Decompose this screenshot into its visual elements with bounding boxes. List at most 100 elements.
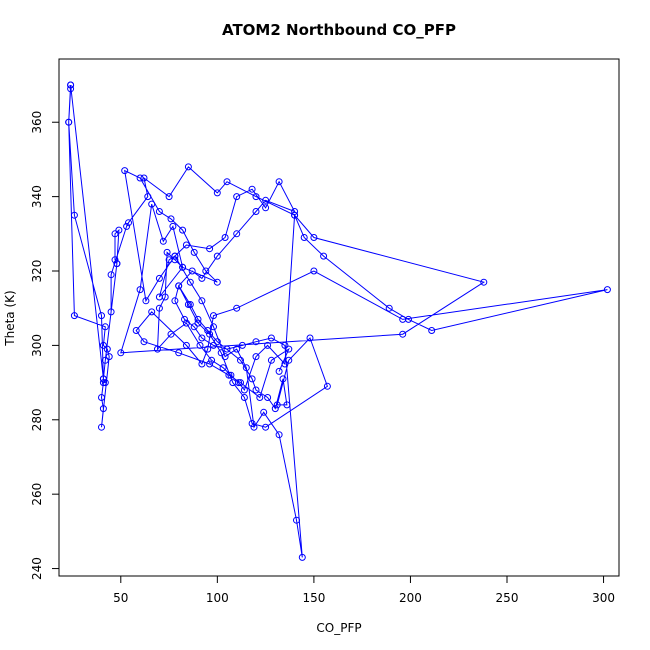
data-point xyxy=(252,208,260,215)
data-point xyxy=(281,341,289,349)
data-point xyxy=(103,345,111,353)
chart-title: ATOM2 Northbound CO_PFP xyxy=(222,21,456,39)
data-point xyxy=(252,338,260,346)
data-point xyxy=(603,286,611,294)
data-point xyxy=(233,230,241,238)
data-point xyxy=(140,338,148,346)
y-axis: 240 260 280 300 320 340 360 xyxy=(30,111,60,580)
x-tick-label: 150 xyxy=(302,591,325,605)
data-point xyxy=(184,163,192,171)
data-point xyxy=(285,345,293,353)
data-point xyxy=(260,408,268,416)
data-point xyxy=(293,516,300,524)
data-point xyxy=(159,237,167,245)
data-point xyxy=(237,356,244,364)
data-point xyxy=(238,341,246,349)
plot-frame xyxy=(58,58,620,577)
data-point xyxy=(275,367,283,375)
data-point xyxy=(132,327,140,334)
data-point xyxy=(240,386,248,394)
data-point xyxy=(248,420,256,427)
data-point xyxy=(140,174,148,182)
data-point xyxy=(165,193,173,201)
data-point xyxy=(262,196,270,204)
data-point xyxy=(283,401,291,409)
data-point xyxy=(225,371,233,379)
data-point xyxy=(273,401,281,409)
data-point xyxy=(306,334,314,342)
data-point xyxy=(221,353,229,361)
data-point xyxy=(154,345,161,353)
data-point xyxy=(291,208,299,215)
y-tick-label: 240 xyxy=(30,557,44,580)
x-tick-label: 100 xyxy=(206,591,229,605)
data-point xyxy=(198,360,206,368)
data-point xyxy=(123,222,131,230)
y-tick-label: 320 xyxy=(30,260,44,283)
data-point xyxy=(101,379,109,387)
data-point xyxy=(271,405,279,413)
data-point xyxy=(194,319,202,327)
data-point xyxy=(113,260,121,268)
data-point xyxy=(167,330,175,338)
data-point xyxy=(98,312,105,320)
data-point xyxy=(223,178,231,186)
x-tick-label: 200 xyxy=(399,591,422,605)
data-point xyxy=(136,286,144,294)
data-point xyxy=(179,226,187,234)
data-point xyxy=(399,315,407,323)
data-point xyxy=(155,274,163,282)
data-point xyxy=(210,312,217,320)
data-point xyxy=(213,252,221,260)
data-point xyxy=(204,345,212,353)
data-point xyxy=(217,349,225,357)
data-point xyxy=(262,423,270,431)
y-axis-label: Theta (K) xyxy=(3,290,17,346)
data-point xyxy=(98,423,105,431)
data-point xyxy=(184,301,192,308)
data-point xyxy=(107,271,115,279)
data-point xyxy=(281,360,289,368)
data-point xyxy=(221,234,229,241)
data-point xyxy=(99,405,107,413)
data-point xyxy=(323,382,331,390)
data-point xyxy=(298,553,306,561)
data-point xyxy=(196,341,204,349)
data-point xyxy=(279,375,287,383)
data-point xyxy=(181,315,188,323)
y-tick-label: 300 xyxy=(30,334,44,357)
data-point xyxy=(248,185,256,193)
data-point xyxy=(144,193,152,201)
data-point xyxy=(155,304,163,312)
data-point xyxy=(264,341,272,349)
data-point xyxy=(213,338,221,346)
data-point xyxy=(67,81,75,89)
data-point xyxy=(227,371,235,379)
y-tick-label: 360 xyxy=(30,111,44,134)
data-point xyxy=(204,327,212,334)
data-point xyxy=(105,353,113,361)
data-point xyxy=(182,241,190,249)
data-point xyxy=(136,174,144,182)
data-point xyxy=(385,304,393,312)
data-point xyxy=(163,248,171,256)
data-point xyxy=(285,356,293,364)
data-point xyxy=(267,334,275,342)
data-point xyxy=(480,278,488,286)
data-point xyxy=(99,375,107,383)
data-point xyxy=(219,364,227,372)
data-point xyxy=(240,394,248,401)
data-point xyxy=(171,256,179,264)
data-point xyxy=(175,282,183,290)
data-point xyxy=(186,301,194,308)
data-point xyxy=(310,267,318,275)
data-point xyxy=(256,394,264,401)
x-tick-label: 300 xyxy=(592,591,615,605)
data-point xyxy=(67,85,75,93)
data-point xyxy=(233,304,241,312)
data-point xyxy=(213,278,221,286)
data-point xyxy=(210,341,217,349)
data-point xyxy=(70,211,78,219)
data-point xyxy=(262,204,270,212)
data-point xyxy=(171,297,179,305)
